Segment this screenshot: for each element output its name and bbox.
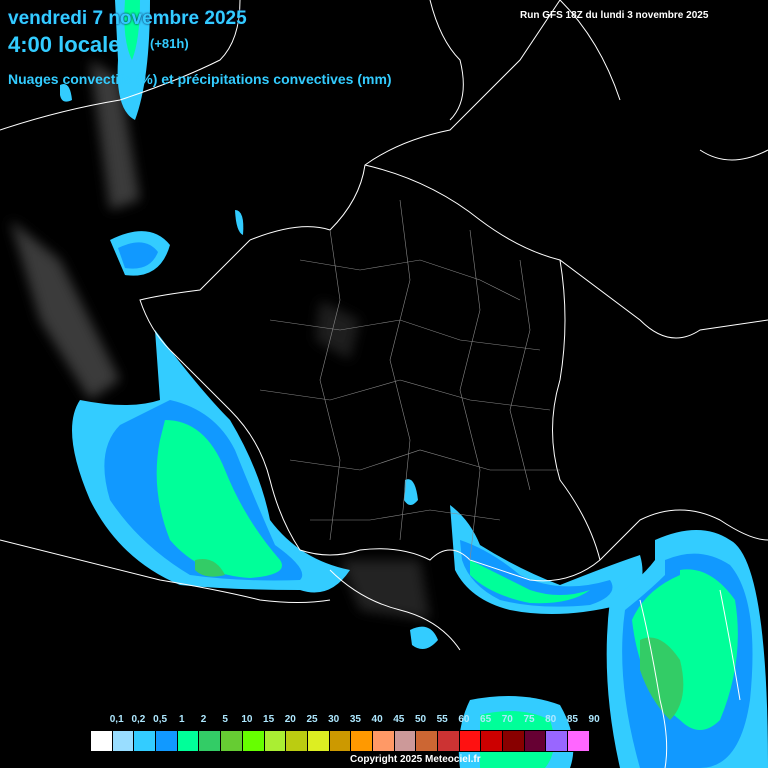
legend-swatch	[91, 731, 113, 751]
forecast-lead-time: (+81h)	[150, 36, 189, 51]
legend-swatch	[351, 731, 373, 751]
legend-label: 5	[222, 714, 228, 725]
legend-label: 35	[349, 714, 361, 725]
legend-swatch	[329, 731, 352, 751]
cloud-cover-layer	[10, 60, 430, 620]
legend-swatch	[264, 731, 287, 751]
legend-label: 65	[480, 714, 492, 725]
legend-swatch	[112, 731, 135, 751]
legend-label: 55	[436, 714, 448, 725]
legend-label: 15	[263, 714, 275, 725]
legend-swatch	[524, 731, 547, 751]
legend-label: 45	[393, 714, 405, 725]
legend-swatch	[177, 731, 200, 751]
legend-label: 40	[371, 714, 383, 725]
legend-swatch	[307, 731, 330, 751]
legend-swatch	[416, 731, 438, 751]
legend-swatch	[481, 731, 504, 751]
legend-label: 20	[284, 714, 296, 725]
department-borders	[259, 199, 560, 561]
legend-swatch	[546, 731, 569, 751]
legend-label: 80	[545, 714, 557, 725]
legend-label: 30	[328, 714, 340, 725]
color-legend	[90, 730, 591, 752]
legend-swatch	[568, 731, 590, 751]
legend-label: 50	[414, 714, 427, 725]
legend-label: 10	[241, 714, 253, 725]
legend-swatch	[134, 731, 157, 751]
copyright: Copyright 2025 Meteociel.fr	[350, 754, 481, 765]
legend-label: 0,1	[109, 714, 124, 725]
forecast-date: vendredi 7 novembre 2025	[8, 8, 247, 29]
legend-label: 1	[179, 714, 185, 725]
legend-swatch	[438, 731, 460, 751]
legend-label: 0,5	[153, 714, 168, 725]
legend-label: 0,2	[131, 714, 146, 725]
legend-label: 75	[523, 714, 535, 725]
product-title: Nuages convectifs (%) et précipitations …	[8, 71, 392, 87]
legend-labels: 0,1 0,2 0,5 1 2 5 10 15 20 25 30 35 40 45 50 55 60 65 70 75…	[90, 714, 690, 728]
model-run: Run GFS 18Z du lundi 3 novembre 2025	[520, 10, 709, 21]
legend-label: 70	[501, 714, 513, 725]
legend-label: 25	[306, 714, 318, 725]
legend-swatch	[221, 731, 243, 751]
legend-swatch	[156, 731, 178, 751]
legend-swatch	[286, 731, 308, 751]
legend-label: 60	[458, 714, 470, 725]
legend-label: 90	[588, 714, 600, 725]
legend-label: 85	[566, 714, 578, 725]
legend-swatch	[372, 731, 395, 751]
forecast-time: 4:00 locale	[8, 32, 121, 57]
legend-swatch	[459, 731, 482, 751]
legend-swatch	[242, 731, 265, 751]
legend-swatch	[199, 731, 222, 751]
legend-swatch	[394, 731, 417, 751]
legend-label: 2	[200, 714, 207, 725]
legend-swatch	[503, 731, 525, 751]
